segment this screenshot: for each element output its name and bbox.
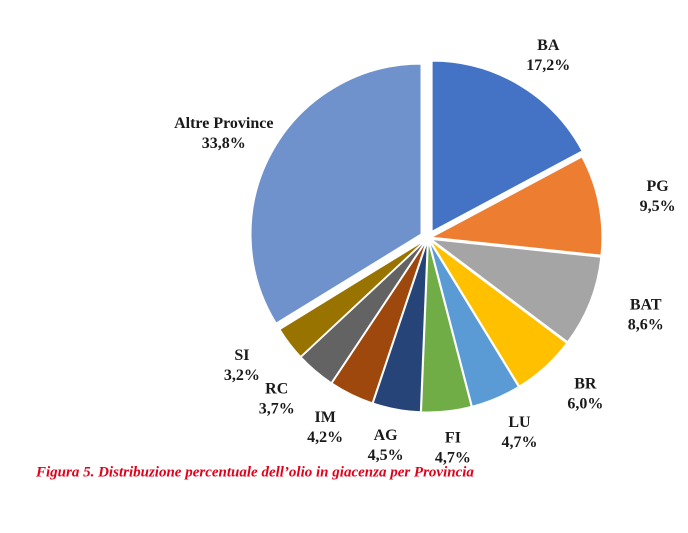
slice-label: BA [537,37,560,54]
slice-label: SI [234,347,249,364]
slice-label: AG [374,427,399,444]
slice-value-label: 4,2% [307,429,343,446]
slice-value-label: 17,2% [526,57,570,74]
pie-slice [331,241,427,404]
pie-slice [300,240,426,384]
slice-label: Altre Province [174,115,273,132]
slice-label: FI [445,429,461,446]
slice-label: BR [574,376,597,393]
pie-slice [420,241,472,413]
pie-slice [431,60,583,232]
slice-label: RC [265,380,288,397]
slice-label: IM [314,409,335,426]
pie-slice [279,239,426,358]
slice-label: LU [508,414,531,431]
slice-value-label: 4,7% [435,449,471,466]
slice-label: BAT [630,296,662,313]
slice-value-label: 4,7% [501,434,537,451]
pie-slice [430,240,568,387]
slice-value-label: 6,0% [567,396,603,413]
pie-slice [429,241,519,407]
pie-slice [372,241,428,413]
pie-slice [429,238,602,343]
slice-value-label: 3,7% [259,400,295,417]
slice-value-label: 8,6% [628,316,664,333]
slice-value-label: 33,8% [202,135,246,152]
pie-slice [430,156,603,256]
slice-value-label: 9,5% [640,198,676,215]
slice-value-label: 3,2% [224,367,260,384]
pie-slice [250,63,422,324]
slice-value-label: 4,5% [368,447,404,464]
chart-caption: Figura 5. Distribuzione percentuale dell… [35,464,474,480]
slice-label: PG [647,178,670,195]
